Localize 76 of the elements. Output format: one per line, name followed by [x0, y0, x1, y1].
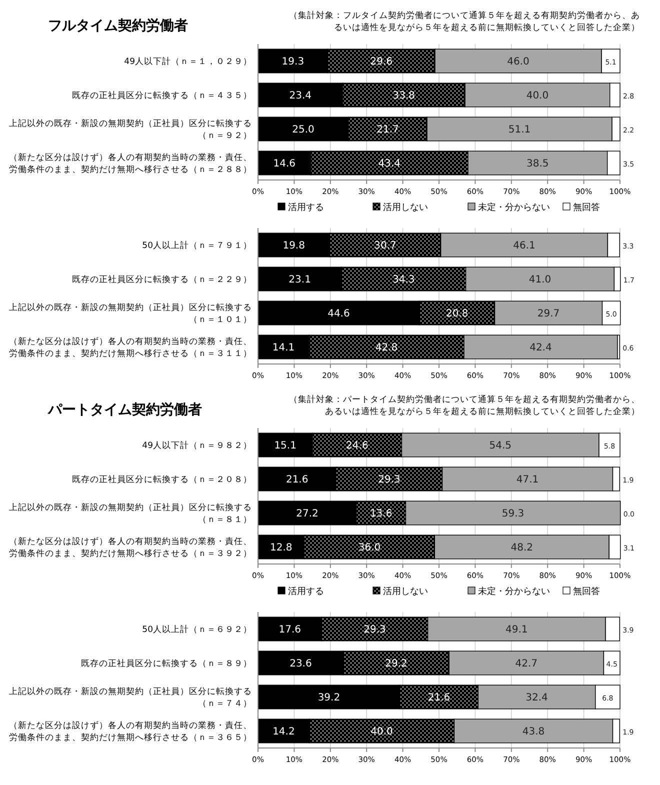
y-tick-label: （新たな区分は設けず）各人の有期契約当時の業務・責任、労働条件のまま、契約だけ無期へ移行させる（ｎ＝３６５）	[9, 720, 252, 743]
data-label: 14.6	[273, 158, 296, 170]
y-tick-label: 既存の正社員区分に転換する（ｎ＝８９）	[81, 658, 252, 669]
data-label: 25.0	[292, 124, 314, 136]
data-label: 42.7	[515, 658, 538, 670]
data-label: 54.5	[489, 440, 512, 452]
data-label: 47.1	[516, 474, 539, 486]
y-tick-label: 既存の正社員区分に転換する（ｎ＝２２９）	[72, 274, 252, 285]
data-label: 19.3	[282, 56, 304, 68]
data-label: 49.1	[506, 624, 528, 636]
data-label: 43.4	[378, 158, 401, 170]
legend-label: 未定・分からない	[478, 202, 550, 213]
data-label: 15.1	[274, 440, 296, 452]
data-label: 59.3	[502, 508, 524, 520]
y-tick-label: 49人以下計（ｎ＝１，０２９）	[124, 56, 252, 67]
data-label: 33.8	[392, 90, 416, 102]
legend-label: 活用しない	[383, 202, 428, 213]
y-tick-label: 50人以上計（ｎ＝７９１）	[142, 240, 252, 251]
data-label: 29.3	[364, 624, 386, 636]
data-label: 43.8	[522, 726, 545, 738]
data-label: 23.1	[288, 274, 311, 286]
y-tick-label: （新たな区分は設けず）各人の有期契約当時の業務・責任、労働条件のまま、契約だけ無期へ移行させる（ｎ＝３９２）	[9, 536, 252, 559]
data-label: 30.7	[374, 240, 396, 252]
data-label: 21.7	[376, 124, 399, 136]
chart-subtitle: （集計対象：パートタイム契約労働者について通算５年を超える有期契約労働者から、あるいは適性を見ながら５年を超える前に無期転換していくと回答した企業）	[289, 394, 640, 417]
data-label: 13.6	[370, 508, 392, 520]
data-label: 39.2	[318, 692, 340, 704]
data-label: 48.2	[510, 542, 534, 554]
legend-label: 活用しない	[383, 586, 428, 597]
data-label: 29.6	[370, 56, 393, 68]
data-label: 38.5	[526, 158, 549, 170]
data-label: 14.2	[272, 726, 295, 738]
data-label: 36.0	[358, 542, 381, 554]
data-label: 32.4	[526, 692, 548, 704]
legend-label: 活用する	[288, 586, 324, 597]
data-label: 14.1	[272, 342, 295, 354]
data-label: 46.0	[507, 56, 530, 68]
data-label: 42.8	[375, 342, 398, 354]
data-label: 29.3	[378, 474, 400, 486]
legend-label: 無回答	[573, 202, 600, 213]
data-label: 23.6	[290, 658, 312, 670]
data-label: 40.0	[370, 726, 393, 738]
data-label: 29.7	[537, 308, 560, 320]
data-label: 12.8	[270, 542, 292, 554]
y-tick-label: 50人以上計（ｎ＝６９２）	[142, 624, 252, 635]
legend-label: 活用する	[288, 202, 324, 213]
data-label: 17.6	[278, 624, 301, 636]
y-tick-label: （新たな区分は設けず）各人の有期契約当時の業務・責任、労働条件のまま、契約だけ無期へ移行させる（ｎ＝２８８）	[9, 152, 252, 175]
y-tick-label: 既存の正社員区分に転換する（ｎ＝２０８）	[72, 474, 252, 485]
data-label: 20.8	[446, 308, 468, 320]
legend-label: 無回答	[573, 586, 600, 597]
data-label: 34.3	[392, 274, 415, 286]
data-label: 44.6	[328, 308, 350, 320]
chart-subtitle: （集計対象：フルタイム契約労働者について通算５年を超える有期契約労働者から、あるいは適性を見ながら５年を超える前に無期転換していくと回答した企業）	[289, 10, 640, 33]
legend-label: 未定・分からない	[478, 586, 550, 597]
text: フルタイム契約労働者	[48, 18, 188, 34]
data-label: 46.1	[513, 240, 536, 252]
y-tick-label: 上記以外の既存・新設の無期契約（正社員）区分に転換する（ｎ＝７４）	[9, 686, 252, 709]
text: パートタイム契約労働者	[47, 402, 202, 418]
data-label: 24.6	[346, 440, 368, 452]
data-label: 21.6	[286, 474, 308, 486]
data-label: 23.4	[289, 90, 312, 102]
y-tick-label: 上記以外の既存・新設の無期契約（正社員）区分に転換する（ｎ＝８１）	[9, 502, 252, 525]
y-tick-label: 既存の正社員区分に転換する（ｎ＝４３５）	[72, 90, 252, 101]
data-label: 51.1	[508, 124, 531, 136]
data-label: 27.2	[296, 508, 318, 520]
data-label: 42.4	[530, 342, 552, 354]
data-label: 40.0	[526, 90, 549, 102]
y-tick-label: 上記以外の既存・新設の無期契約（正社員）区分に転換する（ｎ＝９２）	[9, 118, 252, 141]
data-label: 29.2	[385, 658, 408, 670]
y-tick-label: （新たな区分は設けず）各人の有期契約当時の業務・責任、労働条件のまま、契約だけ無期へ移行させる（ｎ＝３１１）	[9, 336, 252, 359]
data-label: 41.0	[528, 274, 552, 286]
data-label: 21.6	[428, 692, 450, 704]
y-tick-label: 上記以外の既存・新設の無期契約（正社員）区分に転換する（ｎ＝１０１）	[9, 302, 252, 325]
y-tick-label: 49人以下計（ｎ＝９８２）	[142, 440, 252, 451]
data-label: 19.8	[282, 240, 305, 252]
